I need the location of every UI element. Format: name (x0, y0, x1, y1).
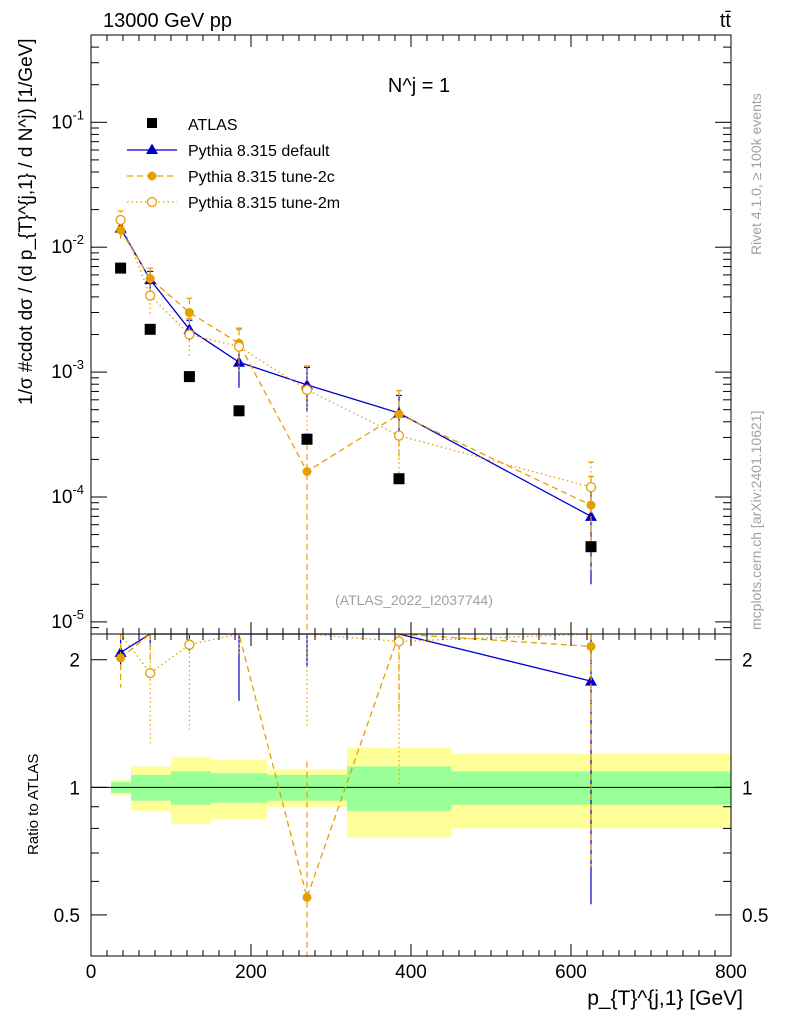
legend-label-default: Pythia 8.315 default (188, 143, 330, 160)
axis-tick-labels: 0 200 400 600 800 10-5 10-4 10-3 10-2 10-1 0.5 0.5 1… (51, 107, 768, 983)
legend-marker-tune-2m (146, 196, 158, 208)
marker-main-pythia-8-315-tune-2m (301, 384, 313, 396)
ratio-tick-label-right: 1 (742, 778, 753, 799)
ratio-axis-title: Ratio to ATLAS (25, 754, 42, 855)
y-tick-label: 10-1 (51, 107, 84, 133)
marker-ratio-pythia-8-315-tune-2m (184, 639, 195, 650)
y-tick-label: 10-3 (51, 357, 84, 383)
curve-ratio-pythia-8-315-tune-2m (120, 633, 592, 674)
y-tick-label: 10-2 (51, 232, 84, 258)
marker-main-pythia-8-315-tune-2c (302, 467, 312, 477)
axis-ticks (90, 34, 732, 956)
y-tick-label: 10-5 (51, 607, 84, 633)
header-right-label: tt̄ (720, 10, 732, 32)
data-point-atlas (115, 262, 127, 274)
marker-main-pythia-8-315-tune-2m (184, 329, 195, 340)
x-tick-label: 600 (555, 962, 587, 983)
marker-ratio-pythia-8-315-tune-2m (393, 636, 405, 647)
marker-main-pythia-8-315-default (585, 510, 597, 521)
rivet-version-label: Rivet 4.1.0, ≥ 100k events (748, 93, 764, 255)
marker-ratio-pythia-8-315-tune-2c (302, 892, 312, 902)
marker-main-pythia-8-315-tune-2m (585, 481, 597, 493)
x-tick-label: 0 (86, 962, 97, 983)
legend-marker-atlas (147, 118, 157, 128)
curve-main-pythia-8-315-tune-2m (119, 219, 592, 488)
analysis-watermark: (ATLAS_2022_I2037744) (335, 592, 493, 608)
x-tick-label: 800 (715, 962, 747, 983)
ratio-tick-label-right: 2 (742, 651, 753, 672)
curve-main-pythia-8-315-tune-2c (120, 229, 592, 506)
x-tick-label: 200 (235, 962, 267, 983)
legend-marker-tune-2c (147, 171, 157, 181)
x-tick-label: 400 (395, 962, 427, 983)
marker-main-pythia-8-315-tune-2m (233, 341, 245, 352)
marker-main-pythia-8-315-tune-2c (184, 308, 194, 318)
y-axis-title: 1/σ #cdot dσ / (d p_{T}^{j,1} / d N^j) [… (16, 38, 37, 405)
data-point-atlas (301, 433, 313, 445)
legend-marker-default (146, 143, 158, 154)
marker-main-pythia-8-315-tune-2m (145, 290, 156, 301)
mcplots-reference-label: mcplots.cern.ch [arXiv:2401.10621] (748, 411, 764, 630)
legend-label-tune-2c: Pythia 8.315 tune-2c (188, 169, 335, 186)
data-point-atlas (585, 541, 597, 553)
ratio-band-inner (347, 766, 451, 811)
legend-label-atlas: ATLAS (188, 117, 238, 134)
plot-title: N^j = 1 (388, 75, 450, 97)
ratio-tick-label-left: 2 (69, 651, 80, 672)
ratio-band-inner (171, 771, 211, 805)
ratio-uncertainty-bands (111, 747, 731, 838)
ratio-tick-label-right: 0.5 (742, 906, 768, 927)
marker-ratio-pythia-8-315-tune-2c (586, 641, 596, 651)
x-axis-title: p_{T}^{j,1} [GeV] (587, 987, 743, 1010)
marker-main-pythia-8-315-tune-2m (115, 214, 126, 226)
marker-ratio-pythia-8-315-default (114, 646, 127, 658)
y-tick-label: 10-4 (51, 482, 84, 508)
legend: ATLAS Pythia 8.315 default Pythia 8.315 … (127, 117, 340, 212)
marker-main-pythia-8-315-tune-2m (393, 430, 405, 441)
data-point-atlas (183, 371, 195, 383)
ratio-band-inner (211, 773, 267, 803)
marker-main-pythia-8-315-tune-2c (586, 500, 596, 510)
data-point-atlas (144, 323, 156, 335)
data-point-atlas (393, 473, 405, 485)
ratio-tick-label-left: 1 (69, 778, 80, 799)
marker-ratio-pythia-8-315-tune-2m (145, 667, 156, 679)
legend-label-tune-2m: Pythia 8.315 tune-2m (188, 195, 340, 212)
header-left-label: 13000 GeV pp (103, 10, 232, 32)
ratio-tick-label-left: 0.5 (54, 906, 80, 927)
data-point-atlas (233, 405, 245, 417)
marker-ratio-pythia-8-315-tune-2c (116, 653, 126, 663)
